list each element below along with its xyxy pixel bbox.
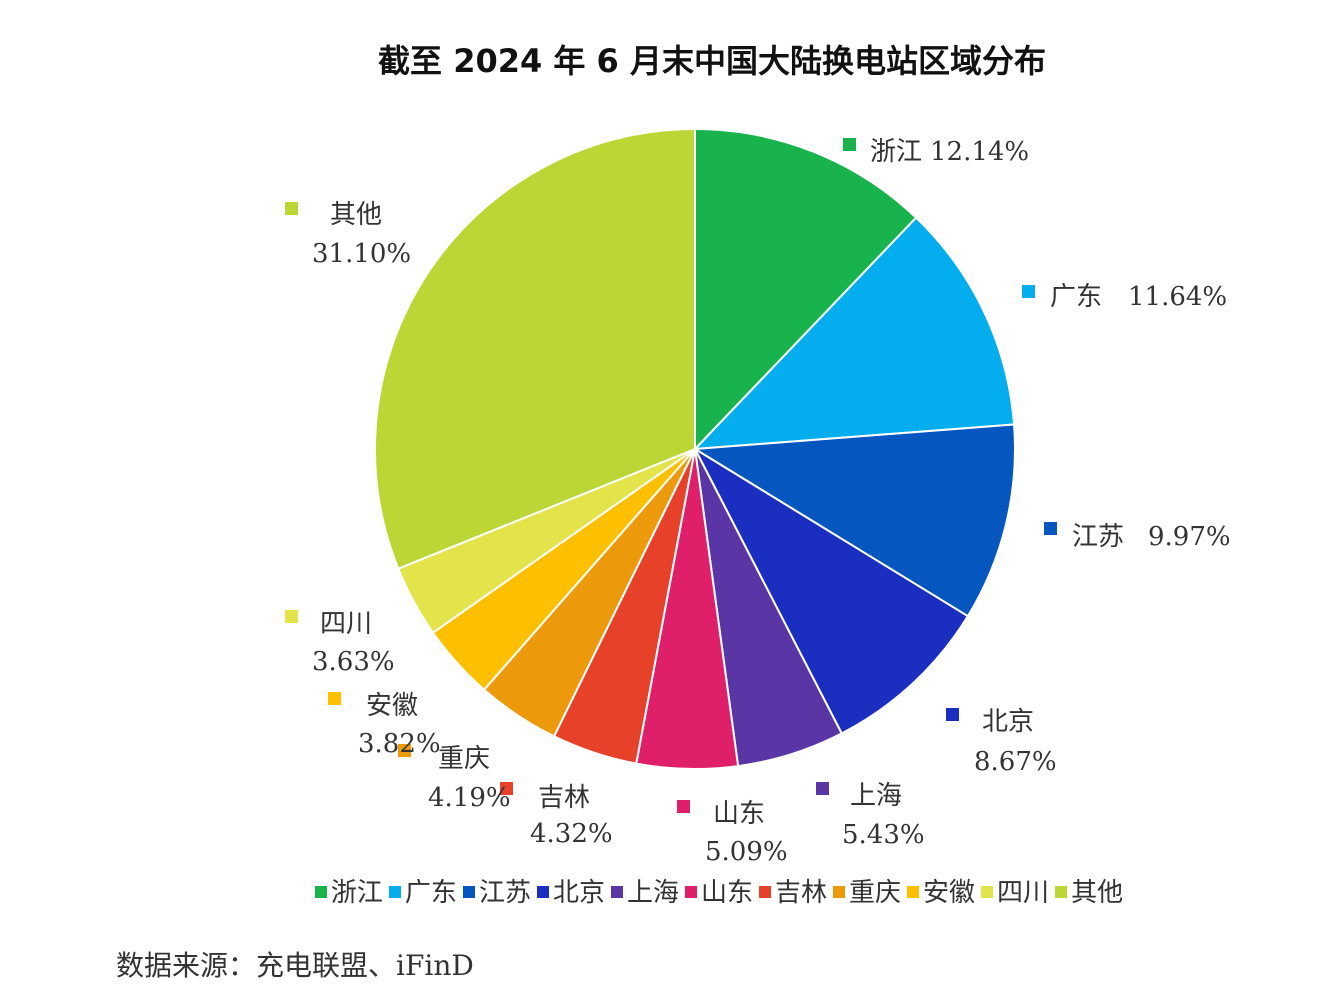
legend-item-11: 其他	[1055, 872, 1123, 909]
label-marker-3	[1044, 522, 1057, 535]
legend-label: 江苏	[478, 878, 531, 908]
label-marker-6	[677, 800, 690, 813]
label-marker-9	[328, 692, 341, 705]
legend-swatch	[981, 886, 994, 898]
slice-label-6: 山东	[713, 799, 765, 829]
slice-label-7: 吉林	[538, 783, 590, 813]
slice-label-3: 江苏	[1072, 522, 1124, 552]
legend-item-3: 江苏	[462, 872, 531, 909]
legend-swatch	[759, 886, 771, 898]
legend-swatch	[462, 886, 475, 898]
legend-item-1: 浙江	[314, 872, 383, 909]
slice-label-1: 浙江	[870, 137, 922, 167]
slice-value-label-9: 3.82%	[358, 729, 441, 759]
slice-label-8: 重庆	[438, 744, 490, 774]
slice-value-label-7: 4.32%	[530, 819, 613, 849]
legend-item-9: 安徽	[907, 872, 975, 909]
legend-label: 其他	[1071, 878, 1124, 908]
legend-item-5: 上海	[610, 872, 679, 909]
legend-swatch	[907, 886, 920, 898]
slice-value-label-10: 3.63%	[312, 647, 395, 677]
label-marker-11	[285, 202, 298, 215]
legend-swatch	[388, 886, 401, 898]
legend-label: 广东	[404, 878, 457, 908]
source-note: 数据来源：充电联盟、iFinD	[116, 949, 474, 982]
chart-legend: 浙江 广东 江苏 北京 上海 山东 吉林 重庆 安徽 四川 其他	[0, 872, 1334, 909]
slice-value-label-6: 5.09%	[705, 837, 788, 867]
legend-item-10: 四川	[981, 872, 1049, 909]
slice-label-10: 四川	[320, 609, 372, 639]
legend-label: 重庆	[849, 878, 902, 908]
legend-label: 北京	[552, 878, 605, 908]
legend-label: 安徽	[923, 878, 976, 908]
label-marker-4	[946, 708, 959, 721]
pie-slice-11	[374, 127, 696, 570]
legend-item-7: 吉林	[759, 872, 827, 909]
slice-label-11: 其他	[330, 200, 382, 230]
legend-label: 上海	[626, 878, 679, 908]
legend-label: 吉林	[775, 878, 828, 908]
chart-title: 截至 2024 年 6 月末中国大陆换电站区域分布	[378, 42, 1046, 80]
legend-label: 浙江	[330, 878, 383, 908]
pie-slice-1	[694, 127, 918, 452]
label-marker-2	[1022, 285, 1035, 298]
label-marker-7	[500, 782, 513, 795]
label-marker-8	[398, 744, 411, 757]
legend-swatch	[314, 886, 327, 898]
legend-label: 山东	[700, 878, 753, 908]
legend-label: 四川	[997, 878, 1050, 908]
slice-value-label-5: 5.43%	[842, 820, 925, 850]
label-marker-1	[843, 138, 856, 151]
pie-slice-3	[691, 423, 1016, 618]
slice-label-9: 安徽	[366, 691, 418, 721]
pie-slice-4	[692, 446, 970, 735]
label-marker-5	[816, 782, 829, 795]
slice-value-label-3: 9.97%	[1148, 522, 1231, 552]
pie-slice-2	[692, 216, 1016, 451]
slice-label-2: 广东	[1050, 282, 1102, 312]
legend-item-4: 北京	[536, 872, 605, 909]
slice-label-5: 上海	[850, 781, 902, 811]
legend-swatch	[684, 886, 697, 898]
legend-swatch	[610, 886, 623, 898]
slice-value-label-11: 31.10%	[312, 239, 411, 269]
legend-item-8: 重庆	[833, 872, 901, 909]
legend-swatch	[1055, 886, 1068, 898]
legend-item-2: 广东	[388, 872, 457, 909]
legend-swatch	[536, 886, 549, 898]
slice-value-label-4: 8.67%	[974, 747, 1057, 777]
legend-item-6: 山东	[684, 872, 753, 909]
slice-value-label-1: 12.14%	[930, 137, 1029, 167]
slice-value-label-2: 11.64%	[1128, 282, 1227, 312]
legend-swatch	[833, 886, 846, 898]
slice-value-label-8: 4.19%	[428, 783, 511, 813]
slice-label-4: 北京	[982, 707, 1034, 737]
label-marker-10	[285, 610, 298, 623]
